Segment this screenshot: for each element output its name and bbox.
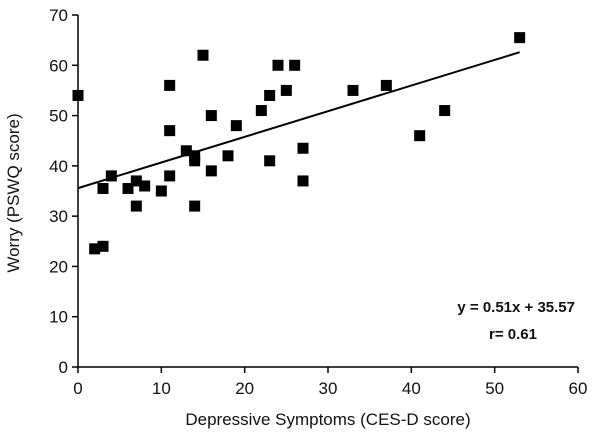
y-tick-label: 70 — [49, 6, 68, 25]
data-point — [255, 105, 267, 117]
data-point — [205, 110, 217, 122]
data-point — [97, 240, 109, 252]
data-point — [139, 180, 151, 192]
y-tick-label: 0 — [59, 358, 68, 377]
data-point — [197, 49, 209, 61]
data-point — [122, 182, 134, 194]
data-point — [347, 84, 359, 96]
data-point — [130, 200, 142, 212]
x-tick-label: 30 — [319, 379, 338, 398]
x-tick-label: 40 — [402, 379, 421, 398]
y-tick-label: 50 — [49, 107, 68, 126]
data-point — [164, 125, 176, 137]
correlation-coefficient: r= 0.61 — [489, 326, 537, 343]
data-point — [164, 79, 176, 91]
y-tick-label: 30 — [49, 207, 68, 226]
data-point — [105, 170, 117, 182]
data-point — [180, 145, 192, 157]
x-tick-label: 10 — [152, 379, 171, 398]
x-tick-label: 0 — [73, 379, 82, 398]
data-points — [72, 32, 526, 255]
data-point — [72, 89, 84, 101]
data-point — [264, 89, 276, 101]
trendline — [77, 51, 520, 190]
data-point — [130, 175, 142, 187]
data-point — [264, 155, 276, 167]
data-point — [514, 32, 526, 44]
data-point — [380, 79, 392, 91]
data-point — [189, 200, 201, 212]
x-tick-label: 50 — [485, 379, 504, 398]
data-point — [297, 175, 309, 187]
data-point — [297, 142, 309, 154]
data-point — [97, 182, 109, 194]
y-tick-label: 60 — [49, 56, 68, 75]
data-point — [230, 120, 242, 132]
data-point — [155, 185, 167, 197]
data-point — [164, 170, 176, 182]
data-point — [289, 59, 301, 71]
x-tick-label: 60 — [569, 379, 588, 398]
data-point — [222, 150, 234, 162]
y-tick-label: 20 — [49, 257, 68, 276]
data-point — [439, 105, 451, 117]
x-axis-title: Depressive Symptoms (CES-D score) — [185, 410, 470, 429]
trendline-equation: y = 0.51x + 35.57 — [457, 299, 575, 316]
data-point — [414, 130, 426, 142]
data-point — [189, 150, 201, 162]
data-point — [272, 59, 284, 71]
y-axis-ticks: 0 10 20 30 40 50 60 70 — [49, 6, 78, 377]
x-tick-label: 20 — [235, 379, 254, 398]
x-axis-ticks: 0 10 20 30 40 50 60 — [73, 367, 587, 398]
y-tick-label: 10 — [49, 308, 68, 327]
data-point — [280, 84, 292, 96]
data-point — [205, 165, 217, 177]
data-point — [89, 243, 101, 255]
y-axis-title: Worry (PSWQ score) — [4, 113, 23, 272]
y-tick-label: 40 — [49, 157, 68, 176]
